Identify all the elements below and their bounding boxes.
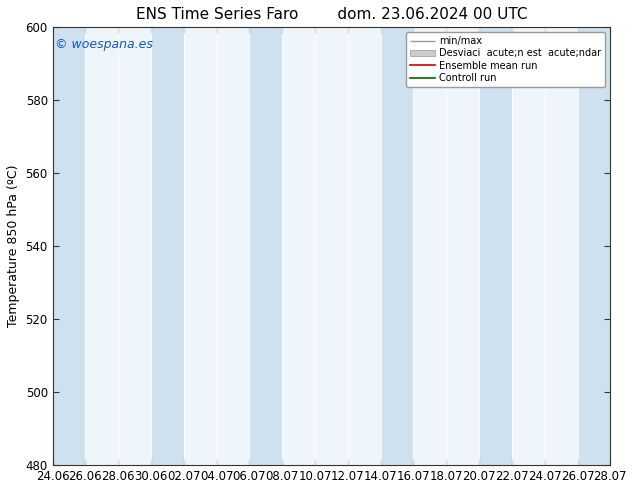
Bar bbox=[545, 27, 578, 465]
Bar bbox=[53, 27, 86, 465]
Bar bbox=[413, 27, 446, 465]
Bar bbox=[348, 27, 380, 465]
Bar bbox=[479, 27, 512, 465]
Bar bbox=[53, 27, 86, 465]
Bar bbox=[86, 27, 118, 465]
Bar bbox=[151, 27, 184, 465]
Bar bbox=[578, 27, 611, 465]
Bar bbox=[184, 27, 217, 465]
Bar bbox=[217, 27, 249, 465]
Bar bbox=[446, 27, 479, 465]
Legend: min/max, Desviaci  acute;n est  acute;ndar, Ensemble mean run, Controll run: min/max, Desviaci acute;n est acute;ndar… bbox=[406, 32, 605, 87]
Bar bbox=[578, 27, 611, 465]
Bar bbox=[249, 27, 282, 465]
Bar bbox=[479, 27, 512, 465]
Bar bbox=[282, 27, 315, 465]
Bar bbox=[118, 27, 151, 465]
Bar bbox=[512, 27, 545, 465]
Bar bbox=[315, 27, 348, 465]
Bar bbox=[380, 27, 413, 465]
Bar bbox=[249, 27, 282, 465]
Bar bbox=[151, 27, 184, 465]
Y-axis label: Temperature 850 hPa (ºC): Temperature 850 hPa (ºC) bbox=[7, 165, 20, 327]
Text: © woespana.es: © woespana.es bbox=[55, 38, 153, 51]
Bar bbox=[380, 27, 413, 465]
Title: ENS Time Series Faro        dom. 23.06.2024 00 UTC: ENS Time Series Faro dom. 23.06.2024 00 … bbox=[136, 7, 527, 22]
